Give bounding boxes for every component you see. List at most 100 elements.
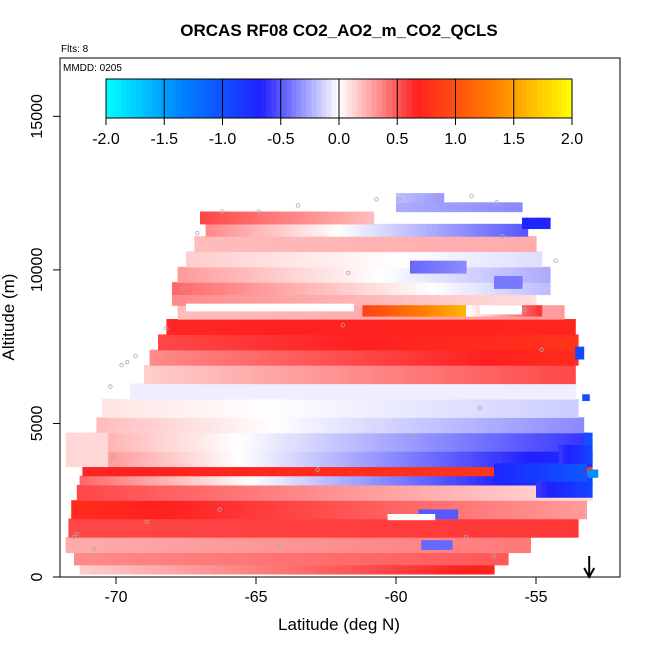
heatmap-cell xyxy=(172,398,178,418)
heatmap-cell xyxy=(368,266,375,283)
heatmap-cell xyxy=(536,305,543,317)
heatmap-cell xyxy=(560,463,567,483)
heatmap-cell xyxy=(353,266,360,283)
heatmap-cell xyxy=(380,537,387,554)
colorbar-cell xyxy=(121,79,127,118)
heatmap-cell xyxy=(426,432,432,452)
heatmap-cell xyxy=(346,282,352,296)
heatmap-cell xyxy=(458,349,465,366)
heatmap-cell xyxy=(202,398,208,418)
heatmap-cell xyxy=(321,282,327,296)
heatmap-cell xyxy=(535,383,541,400)
colorbar-cell xyxy=(211,79,217,118)
data-point xyxy=(539,347,544,352)
heatmap-cell xyxy=(309,211,315,225)
heatmap-cell xyxy=(568,349,574,366)
heatmap-cell xyxy=(473,334,479,351)
heatmap-cell xyxy=(426,475,432,486)
heatmap-cell xyxy=(246,484,253,501)
heatmap-cell xyxy=(530,365,536,385)
heatmap-cell xyxy=(422,466,428,477)
heatmap-cell xyxy=(250,475,257,486)
heatmap-cell xyxy=(232,305,239,320)
heatmap-cell xyxy=(421,223,428,237)
heatmap-cell xyxy=(88,552,95,566)
heatmap-cell xyxy=(258,552,265,566)
heatmap-cell xyxy=(548,417,555,434)
heatmap-cell xyxy=(277,305,284,320)
heatmap-cell xyxy=(240,451,247,468)
heatmap-cell xyxy=(256,282,263,296)
heatmap-cell xyxy=(437,223,443,237)
heatmap-cell xyxy=(581,481,588,498)
heatmap-cell xyxy=(230,451,237,468)
heatmap-cell xyxy=(322,466,328,477)
heatmap-cell xyxy=(432,223,438,237)
heatmap-cell xyxy=(282,466,288,477)
heatmap-cell xyxy=(423,518,429,538)
heatmap-cell xyxy=(258,266,264,283)
heatmap-cell xyxy=(395,282,402,296)
data-point xyxy=(71,534,77,540)
heatmap-cell xyxy=(563,444,569,464)
heatmap-cell xyxy=(175,383,181,400)
heatmap-cell xyxy=(238,552,245,566)
heatmap-cell xyxy=(430,260,437,274)
heatmap-cell xyxy=(328,349,335,366)
heatmap-cell xyxy=(256,294,263,306)
heatmap-cell xyxy=(416,484,423,501)
heatmap-cell xyxy=(539,266,546,283)
colorbar-cell xyxy=(111,79,117,118)
heatmap-cell xyxy=(192,305,199,320)
heatmap-cell xyxy=(91,432,98,468)
colorbar-cell xyxy=(451,79,458,118)
heatmap-cell xyxy=(88,518,94,538)
heatmap-cell xyxy=(191,294,198,306)
heatmap-cell xyxy=(179,365,185,385)
heatmap-cell xyxy=(210,537,217,554)
heatmap-cell xyxy=(226,282,233,296)
heatmap-cell xyxy=(348,349,355,366)
heatmap-cell xyxy=(400,282,407,296)
heatmap-cell xyxy=(517,276,523,289)
heatmap-cell xyxy=(159,365,165,385)
heatmap-cell xyxy=(428,349,435,366)
heatmap-cell xyxy=(175,432,182,452)
heatmap-cell xyxy=(386,251,392,268)
heatmap-cell xyxy=(426,451,433,468)
heatmap-cell xyxy=(558,305,565,320)
heatmap-cell xyxy=(220,432,227,452)
heatmap-cell xyxy=(508,349,514,366)
heatmap-cell xyxy=(571,463,577,483)
heatmap-cell xyxy=(476,305,482,317)
heatmap-cell xyxy=(116,417,123,434)
heatmap-cell xyxy=(507,223,514,237)
heatmap-cell xyxy=(155,432,162,452)
heatmap-cell xyxy=(274,236,281,253)
heatmap-cell xyxy=(292,398,299,418)
heatmap-cell xyxy=(466,484,473,501)
colorbar-cell xyxy=(326,79,332,118)
heatmap-cell xyxy=(191,319,197,335)
heatmap-cell xyxy=(361,282,367,296)
heatmap-cell xyxy=(426,484,433,501)
heatmap-cell xyxy=(355,475,362,486)
heatmap-cell xyxy=(393,349,400,366)
heatmap-cell xyxy=(430,236,437,253)
heatmap-cell xyxy=(157,398,163,418)
heatmap-cell xyxy=(198,518,204,538)
heatmap-cell xyxy=(316,282,322,296)
heatmap-cell xyxy=(350,475,357,486)
heatmap-cell xyxy=(487,398,494,418)
y-tick-label: 15000 xyxy=(29,94,46,139)
heatmap-cell xyxy=(451,451,458,468)
heatmap-cell xyxy=(471,475,478,486)
colorbar-cell xyxy=(361,79,368,118)
heatmap-cell xyxy=(373,552,379,566)
heatmap-cell xyxy=(239,211,246,225)
heatmap-cell xyxy=(273,552,280,566)
heatmap-cell xyxy=(456,294,462,306)
heatmap-cell xyxy=(520,319,526,335)
heatmap-cell xyxy=(246,282,253,296)
heatmap-cell xyxy=(450,383,456,400)
